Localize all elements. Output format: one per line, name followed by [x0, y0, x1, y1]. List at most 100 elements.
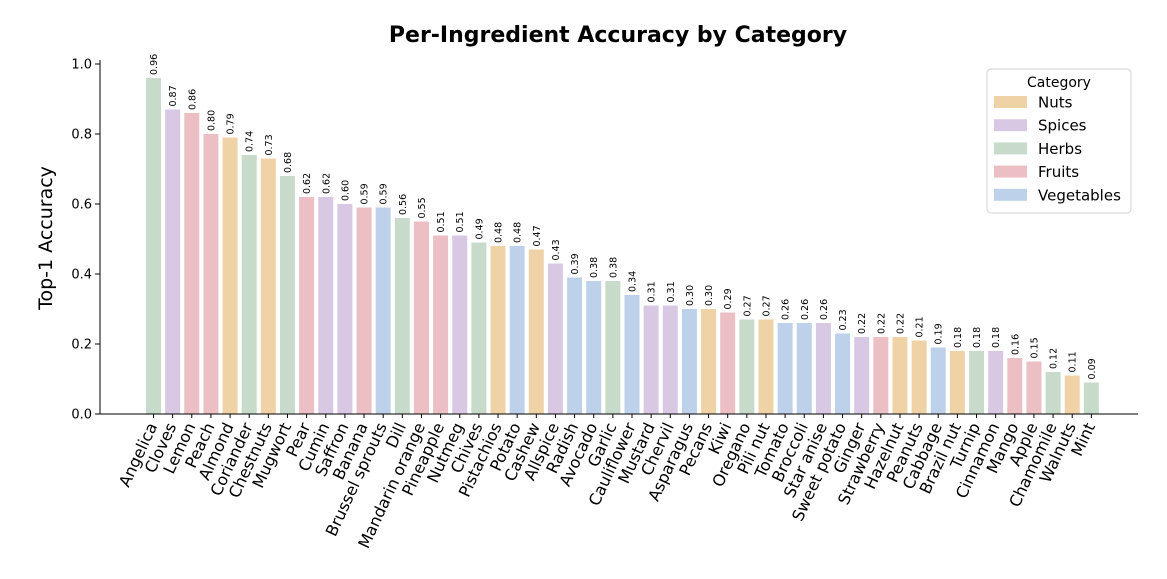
y-tick-label: 0.8: [71, 128, 92, 143]
bar: [184, 113, 200, 414]
bar-value-label: 0.55: [417, 197, 428, 218]
legend-swatch: [994, 165, 1027, 178]
x-axis-ticks: AngelicaClovesLemonPeachAlmondCorianderC…: [115, 414, 1099, 551]
bar-value-label: 0.31: [647, 281, 658, 302]
bar: [988, 351, 1004, 414]
bar: [452, 235, 468, 414]
bar-value-label: 0.51: [455, 211, 466, 232]
bar-value-label: 0.18: [991, 327, 1002, 348]
bar-value-label: 0.34: [628, 271, 639, 292]
bar-value-label: 0.68: [283, 152, 294, 173]
y-tick-label: 0.2: [71, 338, 92, 353]
bar: [624, 295, 640, 414]
bar-value-label: 0.62: [321, 173, 332, 194]
y-tick-label: 0.6: [71, 198, 92, 213]
bar-value-label: 0.73: [264, 134, 275, 155]
bar-value-label: 0.87: [168, 85, 179, 106]
bar-value-label: 0.12: [1049, 348, 1060, 369]
bar: [413, 221, 429, 414]
legend-entry: Fruits: [1038, 163, 1079, 181]
bar: [854, 337, 870, 414]
bar-value-label: 0.59: [360, 183, 371, 204]
bar-value-label: 0.09: [1087, 358, 1098, 379]
bar-value-label: 0.26: [800, 299, 811, 320]
bar: [337, 204, 353, 414]
y-axis-label: Top-1 Accuracy: [35, 166, 57, 311]
bar: [299, 197, 315, 414]
bar: [1083, 382, 1099, 414]
bar-value-label: 0.48: [494, 222, 505, 243]
bar-value-label: 0.60: [340, 180, 351, 201]
bar: [758, 319, 774, 414]
legend-entry: Nuts: [1038, 94, 1073, 112]
bar-value-label: 0.19: [934, 323, 945, 344]
bar-value-label: 0.16: [1010, 334, 1021, 355]
bar-value-label: 0.18: [953, 327, 964, 348]
y-tick-label: 1.0: [71, 58, 92, 73]
bar: [911, 340, 927, 414]
bar: [643, 305, 659, 414]
bar-value-label: 0.27: [761, 295, 772, 316]
bar-value-label: 0.22: [876, 313, 887, 334]
bar: [1026, 361, 1042, 414]
bar-value-label: 0.29: [723, 288, 734, 309]
bar-value-label: 0.21: [915, 316, 926, 337]
bar: [681, 309, 697, 414]
bar: [1045, 372, 1061, 414]
bar-value-label: 0.11: [1068, 351, 1079, 372]
bar: [222, 137, 238, 414]
bar: [930, 347, 946, 414]
chart-title: Per-Ingredient Accuracy by Category: [389, 23, 847, 48]
y-axis-ticks: 0.0 0.2 0.4 0.6 0.8 1.0: [71, 58, 100, 423]
bar: [796, 323, 812, 414]
bar: [241, 155, 257, 414]
bar: [873, 337, 889, 414]
bar: [567, 277, 583, 414]
bar-value-label: 0.56: [398, 194, 409, 215]
bar: [586, 281, 602, 414]
bar: [279, 176, 295, 414]
bar: [528, 249, 544, 414]
bar: [1007, 358, 1023, 414]
bar: [1064, 375, 1080, 414]
value-labels-group: 0.96 0.87 0.86 0.80 0.79 0.74 0.73 0.68 0.62 0.62…: [149, 54, 1098, 380]
bar-value-label: 0.39: [570, 253, 581, 274]
bar: [471, 242, 487, 414]
legend-entry: Herbs: [1038, 140, 1082, 158]
bar-value-label: 0.59: [379, 183, 390, 204]
bar: [490, 246, 506, 414]
bar-value-label: 0.27: [742, 295, 753, 316]
bar: [739, 319, 755, 414]
bar-value-label: 0.23: [838, 309, 849, 330]
bar: [605, 281, 621, 414]
bar: [662, 305, 678, 414]
bar: [394, 218, 410, 414]
bar-value-label: 0.96: [149, 54, 160, 75]
bar-value-label: 0.38: [589, 257, 600, 278]
legend-entry: Vegetables: [1038, 186, 1121, 204]
bar-value-label: 0.15: [1029, 337, 1040, 358]
bar-value-label: 0.62: [302, 173, 313, 194]
legend-swatch: [994, 96, 1027, 108]
bar: [356, 207, 372, 414]
bar: [146, 78, 161, 414]
bar: [969, 351, 985, 414]
bar: [949, 351, 965, 414]
bar: [260, 158, 276, 414]
bar: [835, 333, 851, 414]
bar-value-label: 0.74: [245, 131, 256, 152]
bar-value-label: 0.43: [551, 239, 562, 260]
bar-value-label: 0.79: [226, 113, 237, 134]
bar: [433, 235, 449, 414]
bar: [777, 323, 793, 414]
bar-value-label: 0.22: [857, 313, 868, 334]
bar-value-label: 0.47: [532, 225, 543, 246]
bar-value-label: 0.22: [895, 313, 906, 334]
bar-value-label: 0.80: [206, 110, 217, 131]
legend-swatch: [994, 142, 1027, 155]
legend-title: Category: [1027, 75, 1091, 91]
legend: Category Nuts Spices Herbs Fruits Vegetables: [986, 68, 1132, 214]
legend-entry: Spices: [1038, 117, 1087, 135]
bars-group: [146, 78, 1099, 414]
